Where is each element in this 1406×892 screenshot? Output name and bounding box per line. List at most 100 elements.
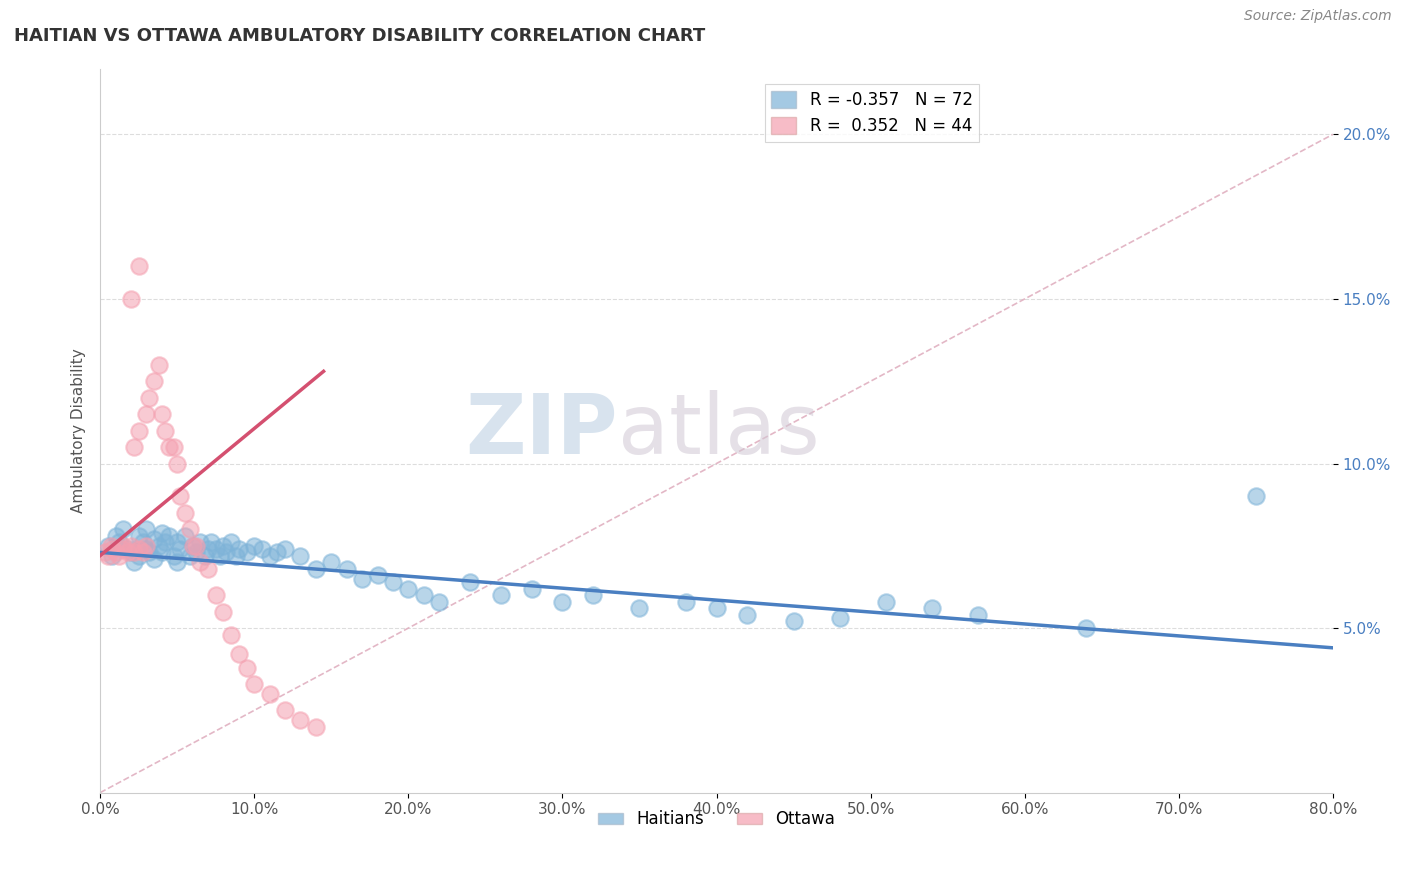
Point (427, 595, 450, 609)
Point (104, 529, 127, 543)
Point (117, 545, 139, 559)
Point (259, 687, 281, 701)
Point (706, 601, 728, 615)
Point (1076, 621, 1098, 635)
Point (104, 545, 127, 559)
Point (828, 611, 851, 625)
Point (169, 490, 191, 504)
Point (128, 529, 150, 543)
Text: ZIP: ZIP (465, 390, 617, 471)
Point (150, 407, 173, 421)
Point (179, 522, 201, 536)
Point (143, 552, 166, 566)
Point (305, 720, 328, 734)
Point (159, 529, 181, 543)
Point (266, 545, 288, 559)
Point (628, 601, 651, 615)
Point (274, 703, 297, 717)
Point (122, 545, 145, 559)
Point (163, 440, 186, 454)
Point (582, 588, 605, 602)
Point (128, 549, 150, 563)
Legend: Haitians, Ottawa: Haitians, Ottawa (591, 804, 842, 835)
Point (458, 574, 481, 589)
Point (181, 539, 204, 553)
Point (225, 549, 247, 563)
Point (94, 545, 117, 559)
Point (120, 292, 142, 306)
Point (138, 391, 160, 405)
Point (204, 588, 226, 602)
Point (153, 424, 176, 438)
Point (138, 545, 160, 559)
Point (135, 407, 157, 421)
Point (336, 562, 359, 576)
Point (122, 440, 145, 454)
Point (107, 535, 129, 549)
Point (173, 529, 195, 543)
Point (366, 568, 388, 582)
Point (737, 607, 759, 622)
Point (381, 574, 404, 589)
Point (305, 562, 328, 576)
Text: atlas: atlas (617, 390, 820, 471)
Point (235, 660, 257, 674)
Point (215, 545, 238, 559)
Point (166, 555, 188, 569)
Point (132, 535, 155, 549)
Point (97, 539, 120, 553)
Point (551, 595, 574, 609)
Point (128, 424, 150, 438)
Point (274, 542, 297, 557)
Point (184, 539, 207, 553)
Point (166, 457, 188, 471)
Point (122, 555, 145, 569)
Point (120, 539, 142, 553)
Point (243, 677, 266, 691)
Point (489, 588, 512, 602)
Point (128, 542, 150, 557)
Point (112, 539, 135, 553)
Point (97, 549, 120, 563)
Text: Source: ZipAtlas.com: Source: ZipAtlas.com (1244, 9, 1392, 23)
Point (675, 595, 697, 609)
Point (101, 542, 124, 557)
Point (132, 545, 155, 559)
Point (967, 607, 990, 622)
Point (412, 588, 434, 602)
Text: HAITIAN VS OTTAWA AMBULATORY DISABILITY CORRELATION CHART: HAITIAN VS OTTAWA AMBULATORY DISABILITY … (14, 27, 706, 45)
Point (159, 440, 181, 454)
Point (290, 549, 312, 563)
Point (148, 358, 170, 372)
Point (173, 506, 195, 520)
Point (219, 535, 242, 549)
Point (209, 549, 232, 563)
Point (112, 522, 135, 536)
Point (250, 542, 273, 557)
Point (520, 582, 543, 596)
Point (117, 542, 139, 557)
Point (120, 545, 142, 559)
Point (197, 542, 219, 557)
Point (204, 542, 226, 557)
Point (150, 545, 173, 559)
Point (163, 549, 186, 563)
Point (321, 555, 343, 569)
Point (181, 539, 204, 553)
Point (184, 545, 207, 559)
Point (166, 535, 188, 549)
Point (200, 535, 222, 549)
Point (135, 539, 157, 553)
Point (194, 549, 217, 563)
Point (153, 535, 176, 549)
Point (135, 542, 157, 557)
Point (179, 549, 201, 563)
Point (169, 542, 191, 557)
Point (1244, 490, 1267, 504)
Point (228, 542, 250, 557)
Point (135, 522, 157, 536)
Point (188, 555, 211, 569)
Point (875, 595, 897, 609)
Y-axis label: Ambulatory Disability: Ambulatory Disability (72, 348, 86, 513)
Point (188, 535, 211, 549)
